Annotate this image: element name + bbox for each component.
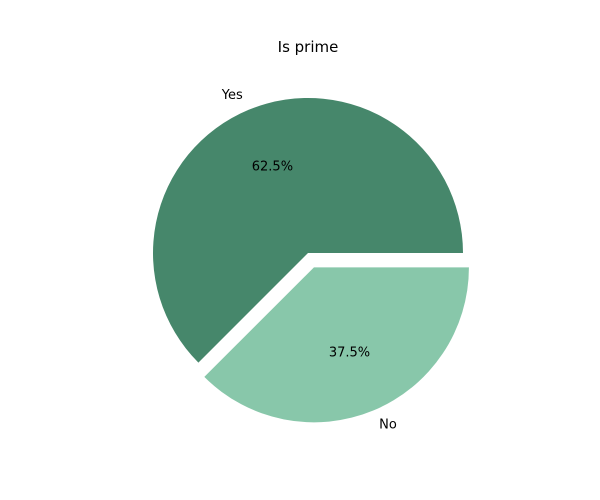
chart-title: Is prime — [278, 38, 339, 56]
slice-percent-yes: 62.5% — [252, 160, 293, 175]
slices-layer — [153, 98, 469, 423]
slice-percent-no: 37.5% — [329, 346, 370, 361]
slice-label-no: No — [379, 417, 397, 432]
pie-slice-yes — [153, 98, 463, 363]
labels-layer: Yes 62.5% No 37.5% — [221, 88, 397, 432]
pie-slice-no — [204, 267, 469, 423]
slice-label-yes: Yes — [221, 88, 243, 103]
